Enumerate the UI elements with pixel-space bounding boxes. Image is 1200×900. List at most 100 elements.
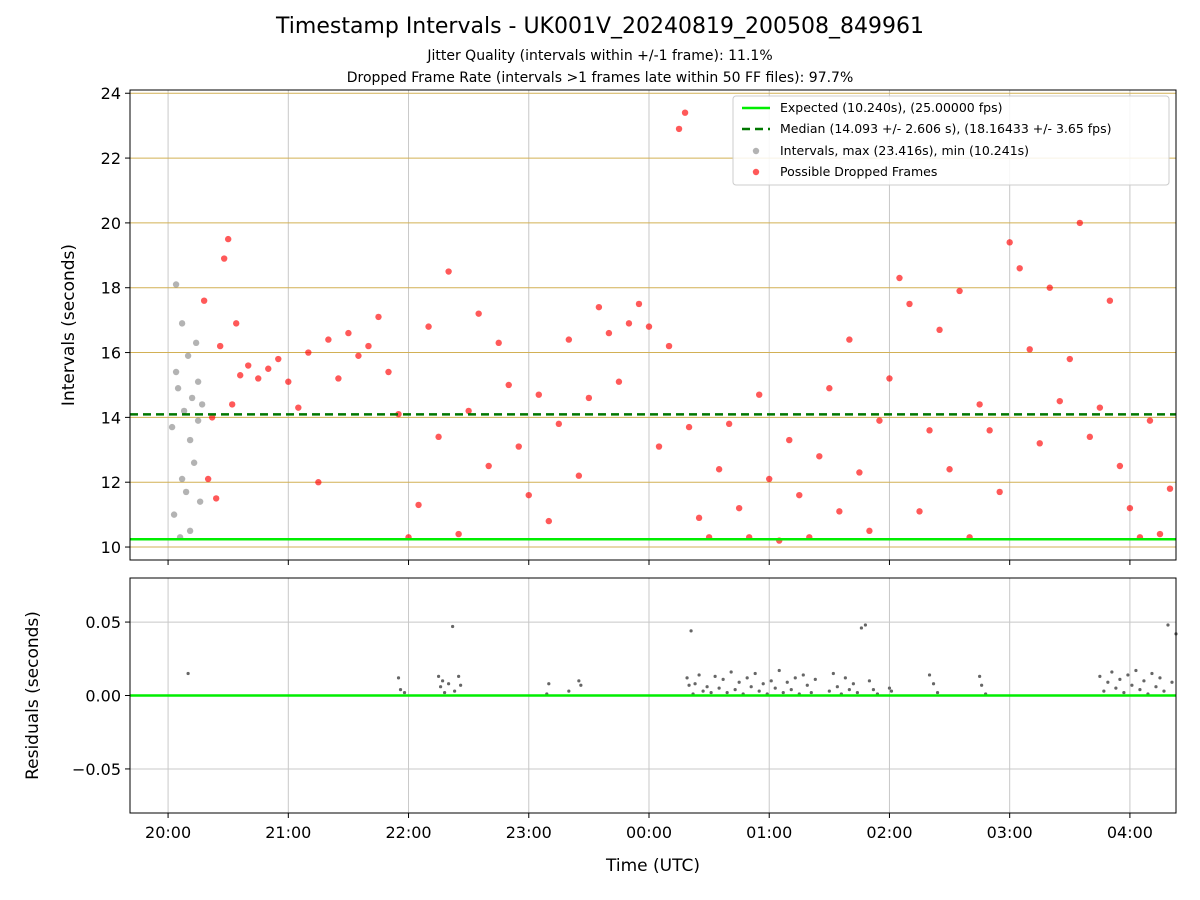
dropped-frame-point	[200, 297, 208, 304]
dropped-frame-point	[345, 329, 352, 337]
dropped-frame-point	[735, 504, 743, 512]
dropped-frame-point	[565, 336, 573, 343]
y-tick-label-top: 20	[101, 214, 121, 233]
dropped-frame-point	[435, 433, 442, 441]
dropped-frame-point	[1076, 219, 1084, 227]
dropped-frame-point	[786, 436, 793, 444]
top-plot-frame	[129, 89, 1177, 561]
dropped-frame-point	[505, 381, 512, 389]
dropped-frame-point	[555, 420, 563, 428]
interval-point	[178, 475, 186, 483]
residual-point	[847, 688, 851, 692]
dropped-frame-point	[585, 394, 593, 402]
dropped-frame-point	[515, 443, 522, 450]
dropped-frame-point	[305, 349, 312, 356]
residual-point	[769, 679, 773, 683]
residual-point	[863, 623, 868, 627]
residual-point	[773, 686, 777, 690]
dropped-frame-point	[856, 469, 863, 476]
residual-point	[867, 679, 872, 683]
interval-point	[186, 436, 194, 444]
interval-point	[196, 498, 204, 505]
dropped-frame-point	[485, 462, 492, 470]
residual-point	[186, 671, 190, 676]
residual-point	[687, 683, 691, 687]
residual-point	[1134, 668, 1138, 673]
interval-point	[170, 511, 178, 518]
residual-point	[781, 690, 785, 695]
residual-point	[457, 674, 461, 679]
dropped-frame-point	[936, 326, 943, 334]
dropped-frame-point	[645, 323, 653, 330]
residual-point	[931, 682, 936, 686]
dropped-frame-point	[325, 336, 332, 343]
residual-point	[398, 688, 403, 692]
dropped-frame-point	[876, 417, 883, 424]
residual-point	[813, 677, 817, 681]
legend-dropped-swatch	[752, 168, 760, 176]
interval-point	[194, 417, 202, 424]
dropped-frame-point	[1106, 297, 1114, 304]
dropped-frame-point	[1006, 239, 1013, 246]
dropped-frame-point	[216, 342, 224, 350]
interval-point	[182, 488, 190, 496]
dropped-frame-point	[224, 235, 232, 243]
dropped-frame-point	[866, 527, 873, 535]
interval-point	[198, 401, 206, 408]
dropped-frame-point	[355, 352, 362, 359]
residual-point	[889, 689, 894, 693]
y-tick-label-top: 14	[101, 408, 121, 427]
dropped-frame-point	[315, 479, 322, 486]
interval-point	[188, 394, 196, 402]
legend-label: Possible Dropped Frames	[780, 164, 937, 179]
dropped-frame-point	[695, 514, 703, 522]
residual-point	[935, 690, 940, 695]
dropped-frame-point	[220, 255, 228, 262]
residual-point	[547, 682, 551, 686]
x-tick-label: 01:00	[746, 823, 792, 842]
x-tick-label: 23:00	[506, 823, 552, 842]
residual-point	[443, 690, 447, 695]
interval-point	[180, 407, 188, 415]
dropped-frame-point	[906, 300, 913, 308]
y-tick-label-top: 24	[101, 84, 121, 103]
dropped-frame-point	[208, 414, 216, 421]
residual-point	[689, 629, 693, 633]
residual-point	[1138, 688, 1142, 692]
residual-point	[887, 686, 892, 690]
dropped-frame-point	[1036, 440, 1043, 447]
y-tick-label-bottom: 0.05	[85, 613, 121, 632]
legend-label: Intervals, max (23.416s), min (10.241s)	[780, 143, 1029, 158]
residual-point	[859, 626, 863, 630]
dropped-frame-point	[1096, 404, 1104, 411]
dropped-frame-point	[725, 420, 733, 428]
residual-point	[1110, 670, 1114, 674]
residual-point	[1130, 683, 1134, 687]
dropped-frame-point	[1146, 417, 1154, 424]
dropped-frame-point	[475, 310, 482, 317]
residual-point	[440, 679, 445, 683]
dropped-frame-point	[976, 401, 983, 408]
residual-point	[801, 673, 805, 677]
residual-point	[1170, 680, 1174, 684]
residual-point	[809, 690, 813, 695]
interval-point	[178, 320, 186, 327]
residual-point	[793, 676, 797, 680]
residual-point	[1122, 690, 1126, 695]
y-tick-label-bottom: −0.05	[72, 760, 121, 779]
y-axis-label-top: Intervals (seconds)	[59, 244, 79, 406]
dropped-frame-point	[625, 320, 633, 327]
residual-point	[1150, 671, 1154, 676]
residual-point	[851, 682, 855, 686]
dropped-frame-point	[916, 508, 923, 515]
dropped-frame-point	[395, 410, 402, 418]
residual-point	[1162, 689, 1166, 693]
y-tick-label-top: 22	[101, 149, 121, 168]
residual-point	[451, 624, 455, 629]
dropped-frame-point	[335, 375, 342, 382]
dropped-frame-point	[595, 303, 603, 311]
residual-point	[1114, 686, 1118, 690]
dropped-frame-point	[685, 423, 693, 431]
interval-point	[172, 368, 180, 376]
residual-point	[927, 673, 932, 677]
